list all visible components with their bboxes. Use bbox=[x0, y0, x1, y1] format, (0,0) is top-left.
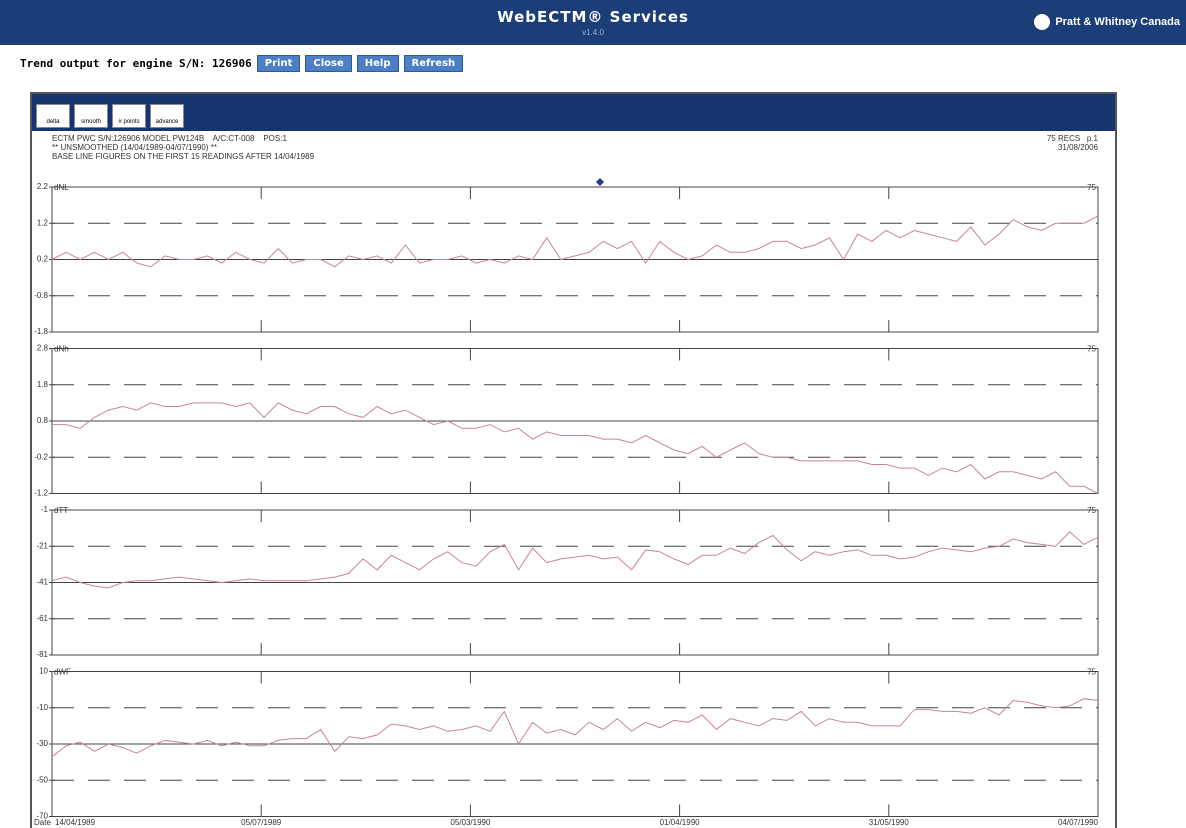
y-tick-label: -61 bbox=[36, 614, 48, 623]
x-tick-label: 01/04/1990 bbox=[660, 818, 701, 827]
info-right: 75 RECS p.1 bbox=[1047, 134, 1099, 143]
y-tick-label: -41 bbox=[36, 578, 48, 587]
y-tick-label: 2.2 bbox=[37, 182, 49, 191]
tool-button[interactable]: delta bbox=[36, 104, 70, 128]
y-tick-label: -0.8 bbox=[34, 291, 48, 300]
info-line: ECTM PWC S/N:126906 MODEL PW124B A/C:CT-… bbox=[52, 134, 287, 143]
toolbar: delta smooth # points advance bbox=[32, 94, 1115, 131]
y-tick-label: -1.2 bbox=[34, 489, 48, 498]
y-tick-label: -21 bbox=[36, 541, 48, 550]
tool-button[interactable]: # points bbox=[112, 104, 146, 128]
y-tick-label: 0.8 bbox=[37, 416, 49, 425]
cursor-marker bbox=[596, 178, 604, 186]
button[interactable]: Print bbox=[256, 55, 301, 72]
y-tick-label: 1.8 bbox=[37, 380, 49, 389]
logo-text: Pratt & Whitney Canada bbox=[1055, 15, 1180, 28]
x-axis-label: Date bbox=[34, 818, 51, 827]
y-label: dNh bbox=[54, 345, 69, 354]
y-tick-label: -1.8 bbox=[34, 327, 48, 336]
trend-text: Trend output for engine S/N: 126906 bbox=[20, 57, 252, 70]
x-tick-label: 14/04/1989 bbox=[55, 818, 96, 827]
tool-button[interactable]: smooth bbox=[74, 104, 108, 128]
trend-line bbox=[51, 215, 1099, 268]
trend-bar: Trend output for engine S/N: 126906 Prin… bbox=[20, 55, 464, 72]
app-version: v1.4.0 bbox=[582, 28, 604, 37]
trend-line bbox=[52, 402, 1099, 494]
y-tick-label: -70 bbox=[36, 812, 48, 821]
app-title: WebECTM® Services bbox=[497, 8, 689, 26]
x-tick-label: 05/07/1989 bbox=[241, 818, 282, 827]
y-tick-label: -50 bbox=[36, 775, 48, 784]
info-right: 31/08/2006 bbox=[1058, 143, 1099, 152]
trend-line bbox=[51, 698, 1099, 758]
end-label: 75 bbox=[1087, 345, 1096, 354]
trend-line bbox=[51, 531, 1099, 589]
y-tick-label: 0.2 bbox=[37, 255, 49, 264]
end-label: 75 bbox=[1087, 183, 1096, 192]
end-label: 75 bbox=[1087, 668, 1096, 677]
y-label: dWF bbox=[54, 668, 71, 677]
y-tick-label: -30 bbox=[36, 739, 48, 748]
y-tick-label: 1.2 bbox=[37, 218, 49, 227]
app-header: WebECTM® Services v1.4.0 Pratt & Whitney… bbox=[0, 0, 1186, 45]
button[interactable]: Close bbox=[305, 55, 352, 72]
x-tick-label: 31/05/1990 bbox=[869, 818, 910, 827]
info-line: BASE LINE FIGURES ON THE FIRST 15 READIN… bbox=[52, 152, 315, 161]
y-tick-label: -10 bbox=[36, 703, 48, 712]
end-label: 75 bbox=[1087, 506, 1096, 515]
y-tick-label: -81 bbox=[36, 650, 48, 659]
y-tick-label: -0.2 bbox=[34, 452, 48, 461]
button[interactable]: Help bbox=[356, 55, 399, 72]
logo: Pratt & Whitney Canada bbox=[1034, 14, 1180, 30]
chart-window: delta smooth # points advance bbox=[30, 92, 1117, 828]
x-tick-label: 04/07/1990 bbox=[1058, 818, 1099, 827]
tool-button[interactable]: advance bbox=[150, 104, 184, 128]
button[interactable]: Refresh bbox=[403, 55, 464, 72]
y-tick-label: -1 bbox=[41, 505, 49, 514]
y-label: dTT bbox=[54, 506, 68, 515]
y-tick-label: 2.8 bbox=[37, 344, 49, 353]
info-line: ** UNSMOOTHED (14/04/1989-04/07/1990) ** bbox=[52, 143, 217, 152]
y-tick-label: 10 bbox=[39, 667, 48, 676]
x-tick-label: 05/03/1990 bbox=[450, 818, 491, 827]
y-label: dNL bbox=[54, 183, 69, 192]
